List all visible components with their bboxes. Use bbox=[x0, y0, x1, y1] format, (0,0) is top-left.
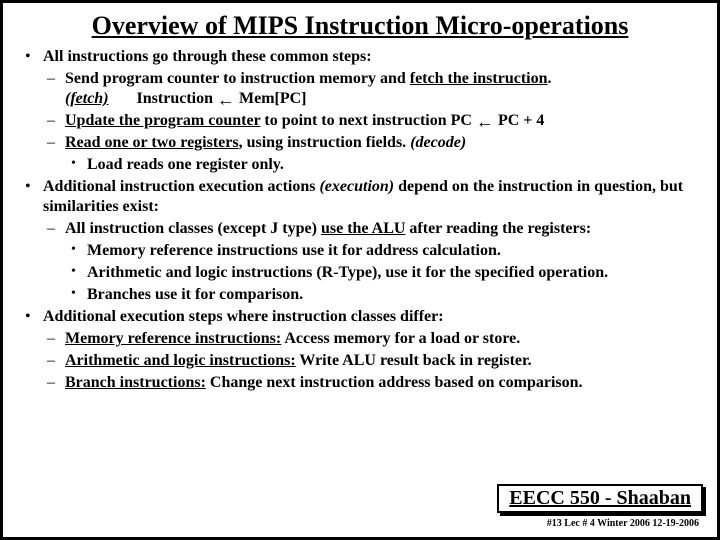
footer-course: EECC 550 - Shaaban bbox=[509, 487, 691, 509]
bullet-2-1: All instruction classes (except J type) … bbox=[43, 219, 699, 305]
footer-course-box: EECC 550 - Shaaban bbox=[497, 484, 703, 513]
b3-text: Additional execution steps where instruc… bbox=[43, 308, 444, 325]
b3-3a: Branch instructions: bbox=[65, 374, 206, 391]
slide-frame: Overview of MIPS Instruction Micro-opera… bbox=[0, 0, 720, 540]
bullet-1: All instructions go through these common… bbox=[21, 47, 699, 175]
b1-2a: Update the program counter bbox=[65, 112, 260, 129]
b1-1-instr: Instruction bbox=[137, 90, 213, 107]
b2-1-1-text: Memory reference instructions use it for… bbox=[87, 242, 501, 259]
b2a: Additional instruction execution actions bbox=[43, 178, 319, 195]
b2b: (execution) bbox=[319, 178, 394, 195]
bullet-2-1-3: Branches use it for comparison. bbox=[65, 285, 699, 305]
bullet-3-2: Arithmetic and logic instructions: Write… bbox=[43, 351, 699, 371]
bullet-2-1-1: Memory reference instructions use it for… bbox=[65, 241, 699, 261]
bullet-3-3: Branch instructions: Change next instruc… bbox=[43, 373, 699, 393]
bullet-2-1-2: Arithmetic and logic instructions (R-Typ… bbox=[65, 263, 699, 283]
b2-1c: after reading the registers: bbox=[405, 220, 591, 237]
b1-1b: fetch the instruction bbox=[410, 70, 548, 87]
b1-2c: PC + 4 bbox=[494, 112, 544, 129]
b3-3b: Change next instruction address based on… bbox=[206, 374, 583, 391]
bullet-1-text: All instructions go through these common… bbox=[43, 48, 372, 65]
bullet-3-1: Memory reference instructions: Access me… bbox=[43, 329, 699, 349]
left-arrow-icon: ← bbox=[217, 89, 235, 109]
b3-2b: Write ALU result back in register. bbox=[296, 352, 532, 369]
b3-1b: Access memory for a load or store. bbox=[281, 330, 520, 347]
bullet-1-3: Read one or two registers, using instruc… bbox=[43, 133, 699, 175]
b2-1-3-text: Branches use it for comparison. bbox=[87, 286, 303, 303]
bullet-3: Additional execution steps where instruc… bbox=[21, 307, 699, 393]
b1-1c: . bbox=[548, 70, 552, 87]
left-arrow-icon-2: ← bbox=[476, 111, 494, 131]
b1-2b: to point to next instruction PC bbox=[260, 112, 476, 129]
b3-1a: Memory reference instructions: bbox=[65, 330, 281, 347]
b2-1-2-text: Arithmetic and logic instructions (R-Typ… bbox=[87, 264, 608, 281]
b3-2a: Arithmetic and logic instructions: bbox=[65, 352, 296, 369]
bullet-2: Additional instruction execution actions… bbox=[21, 177, 699, 305]
bullet-1-1: Send program counter to instruction memo… bbox=[43, 69, 699, 109]
b2-1b: use the ALU bbox=[321, 220, 405, 237]
bullet-1-2: Update the program counter to point to n… bbox=[43, 111, 699, 131]
slide-title: Overview of MIPS Instruction Micro-opera… bbox=[21, 11, 699, 41]
b1-3a: Read one or two registers bbox=[65, 134, 239, 151]
b1-3b: , using instruction fields. bbox=[239, 134, 411, 151]
b1-3-1-text: Load reads one register only. bbox=[87, 156, 284, 173]
content-list: All instructions go through these common… bbox=[21, 47, 699, 393]
b1-1a: Send program counter to instruction memo… bbox=[65, 70, 410, 87]
footer-meta: #13 Lec # 4 Winter 2006 12-19-2006 bbox=[547, 518, 699, 529]
b1-1-fetch: (fetch) bbox=[65, 90, 109, 107]
b1-1-mem: Mem[PC] bbox=[239, 90, 307, 107]
b1-3c: (decode) bbox=[410, 134, 466, 151]
bullet-1-3-1: Load reads one register only. bbox=[65, 155, 699, 175]
b2-1a: All instruction classes (except J type) bbox=[65, 220, 321, 237]
